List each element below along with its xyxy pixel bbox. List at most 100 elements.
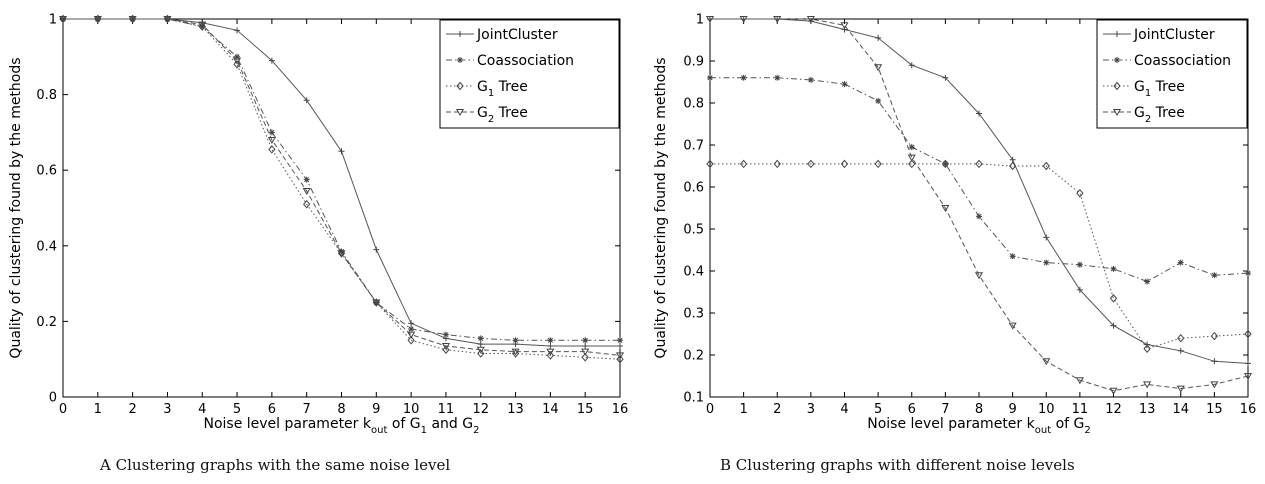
chart-b-ytick-label: 0.5 xyxy=(683,223,704,238)
chart-b-data-point xyxy=(1042,358,1051,366)
chart-a-data-point xyxy=(512,337,519,344)
chart-a-data-point xyxy=(198,21,207,29)
chart-a-xtick-label: 7 xyxy=(303,402,311,417)
chart-b-data-point xyxy=(1243,373,1253,380)
chart-b-ytick-label: 1 xyxy=(696,13,704,28)
chart-b-data-point xyxy=(908,159,916,169)
chart-a-data-point xyxy=(129,16,136,22)
chart-a-data-point xyxy=(234,27,241,34)
chart-a-data-point xyxy=(617,342,623,349)
chart-a-data-point xyxy=(546,348,555,356)
chart-a-xtick-label: 1 xyxy=(94,402,102,417)
chart-b-ytick-label: 0.9 xyxy=(683,55,704,70)
chart-a-data-point xyxy=(303,199,311,209)
chart-b-data-point xyxy=(773,16,782,23)
chart-a-data-point xyxy=(546,351,555,360)
chart-a-series-g-2-tree xyxy=(58,16,625,360)
chart-b-data-point xyxy=(1009,253,1016,260)
chart-b-xtick-label: 14 xyxy=(1172,402,1189,417)
chart-a-series-line xyxy=(63,18,621,356)
chart-b-data-point xyxy=(1043,259,1050,266)
chart-b-data-point xyxy=(1110,265,1117,272)
chart-b-data-point xyxy=(1076,261,1083,268)
chart-a-legend-box xyxy=(439,19,620,129)
chart-a-data-point xyxy=(232,57,242,65)
chart-b-legend-marker xyxy=(1114,31,1120,37)
chart-b-data-point xyxy=(975,159,983,169)
chart-b-legend-label: JointCluster xyxy=(1133,27,1215,43)
chart-a-xtick-label: 14 xyxy=(542,402,559,417)
chart-a-data-point xyxy=(268,129,275,136)
chart-b-data-point xyxy=(739,16,748,23)
chart-b-data-point xyxy=(1177,259,1184,266)
chart-a-xtick-label: 16 xyxy=(612,402,629,417)
chart-b-data-point xyxy=(1211,358,1218,365)
chart-b-data-point xyxy=(841,81,848,88)
chart-b-xtick-label: 2 xyxy=(773,402,781,417)
chart-a-ytick-label: 0.8 xyxy=(36,88,57,103)
chart-b-data-point xyxy=(1043,234,1050,241)
chart-a-ylabel: Quality of clustering found by the metho… xyxy=(8,57,24,358)
chart-a-data-point xyxy=(267,136,276,144)
chart-b-xtick-label: 11 xyxy=(1072,402,1089,417)
chart-a-ytick-label: 1 xyxy=(49,13,57,28)
chart-b-ytick-label: 0.8 xyxy=(683,97,704,112)
chart-b-data-point xyxy=(773,159,781,169)
chart-b-ytick-label: 0.4 xyxy=(683,265,704,280)
chart-a-data-point xyxy=(617,337,623,344)
chart-b-ytick-label: 0.3 xyxy=(683,307,704,322)
chart-a-xtick-label: 12 xyxy=(472,402,489,417)
chart-b-data-point xyxy=(1042,161,1050,171)
chart-a-data-point xyxy=(547,342,554,349)
chart-a-xtick-label: 9 xyxy=(372,402,380,417)
chart-b-data-point xyxy=(908,62,915,69)
chart-b-data-point xyxy=(1244,329,1252,339)
chart-b-data-point xyxy=(1109,387,1118,395)
chart-b-xtick-label: 8 xyxy=(975,402,983,417)
chart-a-data-point xyxy=(477,335,484,342)
chart-b-data-point xyxy=(705,16,715,23)
chart-b-legend-label: G2​ Tree xyxy=(1134,105,1185,125)
chart-b-data-point xyxy=(1110,322,1117,329)
chart-b-data-point xyxy=(1177,347,1184,354)
chart-a-data-point xyxy=(303,176,310,183)
chart-b-ytick-label: 0.2 xyxy=(683,349,704,364)
chart-b-series-g-2-tree xyxy=(705,16,1253,395)
chart-b-data-point xyxy=(974,272,984,280)
chart-a-data-point xyxy=(407,331,416,339)
chart-b-data-point xyxy=(875,97,882,104)
chart-a-xtick-label: 15 xyxy=(577,402,594,417)
chart-b-data-point xyxy=(1076,189,1084,198)
chart-b-legend: JointCluster Coassociation G1​ Tree G2​ Tre… xyxy=(1096,19,1248,129)
chart-b-xtick-label: 13 xyxy=(1139,402,1156,417)
chart-b-xtick-label: 16 xyxy=(1240,402,1257,417)
chart-b-xtick-label: 10 xyxy=(1038,402,1055,417)
chart-b-data-point xyxy=(1210,331,1219,341)
chart-a-legend-marker xyxy=(457,57,463,63)
chart-b-series-line xyxy=(710,163,1249,350)
chart-b-data-point xyxy=(1143,381,1152,389)
chart-a-data-point xyxy=(442,331,449,338)
chart-b-data-point xyxy=(1076,286,1083,293)
chart-b-data-point xyxy=(942,74,949,81)
chart-b-xtick-label: 5 xyxy=(874,402,882,417)
chart-panel-b: 0 1 2 3 4 5 6 7 8 9 10 11 12 13 14 15 16 0.1 0.2 0.3 0.4 0.5 0… xyxy=(632,0,1265,484)
chart-b-legend-box xyxy=(1096,19,1248,129)
chart-a-xtick-label: 8 xyxy=(337,402,345,417)
chart-a-xlabel: Noise level parameter kout​ of G1​ and G… xyxy=(203,416,479,436)
chart-b-legend-marker xyxy=(1114,57,1120,63)
chart-a-data-point xyxy=(477,349,485,358)
chart-b-data-point xyxy=(774,74,781,81)
chart-a-data-point xyxy=(547,337,554,344)
chart-b-data-point xyxy=(874,159,882,169)
chart-a-ytick-label: 0 xyxy=(49,391,57,406)
chart-a-data-point xyxy=(582,342,589,349)
chart-a-data-point xyxy=(58,16,68,23)
chart-b-xtick-label: 3 xyxy=(807,402,815,417)
chart-a-data-point xyxy=(338,148,345,155)
chart-a-legend-label: G1​ Tree xyxy=(477,79,528,99)
chart-b-data-point xyxy=(1211,272,1218,279)
chart-a-data-point xyxy=(373,246,380,253)
chart-b-data-point xyxy=(707,74,713,81)
chart-a-xtick-label: 13 xyxy=(507,402,524,417)
